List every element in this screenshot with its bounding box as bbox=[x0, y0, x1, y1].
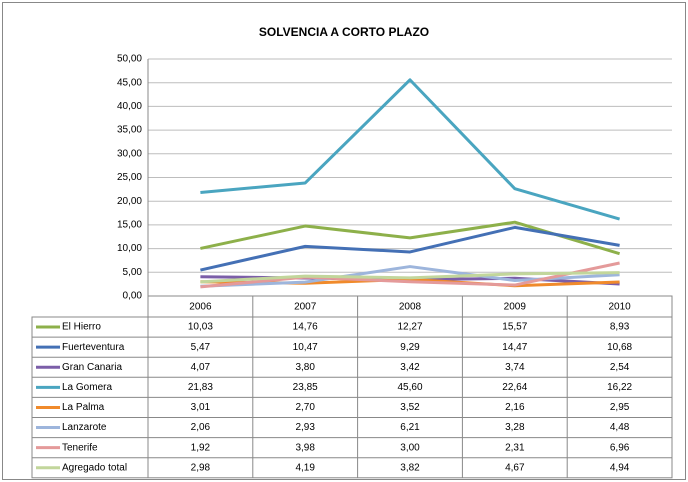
legend-label: Fuerteventura bbox=[62, 342, 125, 353]
legend-label: Agregado total bbox=[62, 462, 127, 473]
table-value: 5,47 bbox=[191, 342, 211, 353]
table-value: 21,83 bbox=[188, 382, 213, 393]
y-tick-label: 45,00 bbox=[117, 77, 142, 88]
table-value: 14,47 bbox=[502, 342, 527, 353]
table-value: 3,28 bbox=[505, 422, 525, 433]
x-tick-label: 2006 bbox=[189, 302, 212, 313]
table-value: 3,82 bbox=[400, 462, 420, 473]
table-value: 2,31 bbox=[505, 442, 525, 453]
table-value: 1,92 bbox=[191, 442, 211, 453]
x-tick-label: 2009 bbox=[504, 302, 527, 313]
series-line bbox=[200, 271, 620, 284]
table-value: 3,74 bbox=[505, 362, 525, 373]
y-tick-label: 10,00 bbox=[117, 243, 142, 254]
table-value: 4,67 bbox=[505, 462, 525, 473]
y-tick-label: 20,00 bbox=[117, 196, 142, 207]
table-value: 45,60 bbox=[397, 382, 422, 393]
table-value: 2,95 bbox=[610, 402, 630, 413]
table-value: 4,07 bbox=[191, 362, 211, 373]
legend-label: La Palma bbox=[62, 402, 105, 413]
y-tick-label: 50,00 bbox=[117, 54, 142, 65]
chart-title: SOLVENCIA A CORTO PLAZO bbox=[259, 25, 429, 39]
series-line bbox=[200, 261, 620, 289]
legend-label: Tenerife bbox=[62, 442, 98, 453]
legend-label: Gran Canaria bbox=[62, 362, 122, 373]
table-value: 16,22 bbox=[607, 382, 632, 393]
x-tick-label: 2010 bbox=[608, 302, 631, 313]
table-value: 23,85 bbox=[293, 382, 318, 393]
table-value: 8,93 bbox=[610, 322, 630, 333]
legend-label: Lanzarote bbox=[62, 422, 107, 433]
table-value: 2,16 bbox=[505, 402, 525, 413]
y-tick-label: 30,00 bbox=[117, 148, 142, 159]
legend-label: El Hierro bbox=[62, 322, 101, 333]
table-value: 12,27 bbox=[397, 322, 422, 333]
table-value: 14,76 bbox=[293, 322, 318, 333]
table-value: 4,94 bbox=[610, 462, 630, 473]
table-value: 2,06 bbox=[191, 422, 211, 433]
x-tick-label: 2008 bbox=[399, 302, 422, 313]
series-line bbox=[200, 225, 620, 272]
y-tick-label: 15,00 bbox=[117, 220, 142, 231]
y-tick-label: 35,00 bbox=[117, 125, 142, 136]
x-tick-label: 2007 bbox=[294, 302, 317, 313]
table-value: 4,19 bbox=[295, 462, 315, 473]
table-value: 9,29 bbox=[400, 342, 420, 353]
table-value: 10,68 bbox=[607, 342, 632, 353]
table-value: 2,93 bbox=[295, 422, 315, 433]
table-value: 3,98 bbox=[295, 442, 315, 453]
y-tick-label: 25,00 bbox=[117, 172, 142, 183]
legend-label: La Gomera bbox=[62, 382, 112, 393]
table-value: 2,98 bbox=[191, 462, 211, 473]
table-value: 3,80 bbox=[295, 362, 315, 373]
y-tick-label: 40,00 bbox=[117, 101, 142, 112]
table-value: 15,57 bbox=[502, 322, 527, 333]
y-tick-label: 5,00 bbox=[123, 267, 143, 278]
table-value: 6,21 bbox=[400, 422, 420, 433]
table-value: 6,96 bbox=[610, 442, 630, 453]
table-value: 10,47 bbox=[293, 342, 318, 353]
table-value: 10,03 bbox=[188, 322, 213, 333]
table-value: 2,54 bbox=[610, 362, 630, 373]
series-line bbox=[200, 78, 621, 221]
table-value: 3,42 bbox=[400, 362, 420, 373]
table-value: 3,52 bbox=[400, 402, 420, 413]
table-value: 22,64 bbox=[502, 382, 527, 393]
table-value: 2,70 bbox=[295, 402, 315, 413]
table-value: 4,48 bbox=[610, 422, 630, 433]
y-tick-label: 0,00 bbox=[123, 291, 143, 302]
table-value: 3,01 bbox=[191, 402, 211, 413]
table-value: 3,00 bbox=[400, 442, 420, 453]
